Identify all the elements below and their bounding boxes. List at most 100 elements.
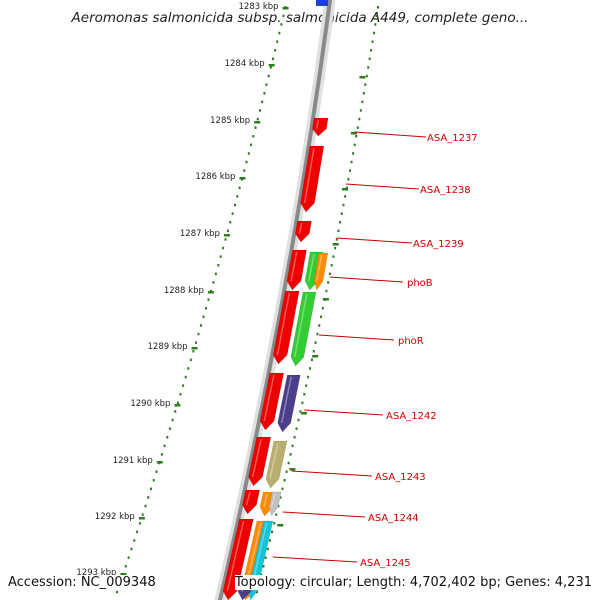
leader-line — [329, 276, 404, 283]
summary-text: Topology: circular; Length: 4,702,402 bp… — [234, 575, 592, 590]
dotted-tick — [362, 92, 365, 95]
gene-label: phoB — [407, 278, 433, 289]
dotted-tick — [348, 169, 351, 172]
dotted-tick — [226, 229, 229, 233]
major-tick — [341, 188, 348, 191]
map-title: Aeromonas salmonicida subsp. salmonicida… — [71, 10, 529, 26]
dotted-tick — [273, 522, 276, 525]
gene-label: phoR — [398, 336, 424, 347]
dotted-tick — [282, 14, 285, 18]
dotted-tick — [236, 195, 239, 198]
dotted-tick — [299, 410, 302, 413]
major-tick — [289, 468, 296, 471]
gene-highlight — [315, 119, 320, 129]
dotted-tick — [289, 453, 292, 456]
dotted-tick — [168, 427, 171, 430]
top-gene-blue — [316, 0, 328, 6]
dotted-tick — [222, 246, 225, 250]
dotted-tick — [321, 307, 324, 310]
dotted-tick — [320, 315, 323, 319]
major-tick — [282, 7, 289, 10]
dotted-tick — [291, 444, 294, 448]
dotted-tick — [277, 504, 280, 508]
dotted-tick — [268, 539, 271, 542]
gene-label: ASA_1243 — [375, 472, 426, 483]
dotted-tick — [303, 393, 306, 396]
dotted-tick — [231, 212, 234, 215]
dotted-tick — [255, 590, 258, 594]
major-tick — [350, 132, 357, 135]
dotted-tick — [281, 487, 284, 491]
dotted-tick — [365, 74, 368, 78]
dotted-tick — [352, 152, 355, 155]
major-tick — [207, 291, 214, 294]
dotted-tick — [262, 565, 265, 568]
dotted-tick — [147, 496, 150, 499]
dotted-tick — [224, 238, 227, 241]
gene-highlight — [270, 493, 276, 508]
dotted-tick — [269, 66, 272, 69]
dotted-tick — [283, 479, 286, 482]
leader-line — [304, 409, 384, 416]
dotted-tick — [293, 436, 296, 439]
dotted-tick — [305, 384, 308, 387]
dotted-tick — [260, 573, 263, 577]
gene-highlight — [263, 374, 275, 422]
dotted-tick — [334, 246, 337, 250]
backbone-layer — [214, 0, 336, 600]
dotted-tick — [192, 350, 195, 353]
major-tick — [174, 404, 181, 407]
gene-label: ASA_1245 — [360, 558, 411, 569]
leader-line — [272, 556, 358, 563]
dotted-tick — [361, 100, 364, 104]
dotted-tick — [368, 57, 371, 61]
major-tick — [138, 517, 145, 520]
dotted-tick — [238, 186, 241, 190]
dotted-tick — [171, 418, 174, 422]
gene-arrow — [290, 291, 317, 367]
dotted-tick — [350, 160, 353, 164]
dotted-tick — [152, 479, 155, 482]
dotted-tick — [318, 324, 321, 327]
major-tick — [359, 76, 366, 79]
gene-highlight — [308, 253, 315, 282]
dotted-tick — [189, 358, 192, 362]
leader-line — [336, 237, 413, 244]
gene-arrow — [286, 249, 307, 291]
dotted-tick — [372, 31, 375, 35]
kbp-label: 1287 kbp — [180, 229, 220, 239]
dotted-tick — [136, 530, 139, 534]
dotted-tick — [144, 504, 147, 508]
dotted-tick — [138, 522, 141, 525]
leader-line — [345, 183, 420, 190]
dotted-tick — [219, 255, 222, 258]
dotted-tick — [278, 31, 281, 35]
gene-highlight — [251, 438, 262, 478]
kbp-label: 1289 kbp — [148, 342, 188, 352]
dotted-tick — [163, 444, 166, 448]
dotted-tick — [258, 109, 261, 112]
dotted-tick — [342, 203, 345, 207]
dotted-tick — [353, 143, 356, 147]
dotted-tick — [330, 264, 333, 267]
kbp-label: 1283 kbp — [239, 2, 279, 12]
gene-arrow — [248, 436, 272, 487]
dotted-tick — [204, 307, 207, 310]
dotted-tick — [340, 212, 343, 215]
dotted-tick — [275, 513, 278, 516]
gene-arrow — [313, 252, 329, 291]
dotted-tick — [116, 590, 119, 594]
dotted-tick — [150, 487, 153, 491]
dotted-tick — [274, 49, 277, 52]
dotted-tick — [332, 255, 335, 258]
dotted-tick — [202, 315, 205, 319]
dotted-tick — [364, 83, 367, 86]
leader-line — [291, 470, 373, 477]
gene-highlight — [290, 251, 298, 282]
gene-highlight — [298, 222, 303, 234]
dotted-tick — [356, 126, 359, 129]
gene-arrow — [300, 145, 325, 213]
dotted-tick — [179, 393, 182, 396]
kbp-label: 1291 kbp — [113, 456, 153, 466]
